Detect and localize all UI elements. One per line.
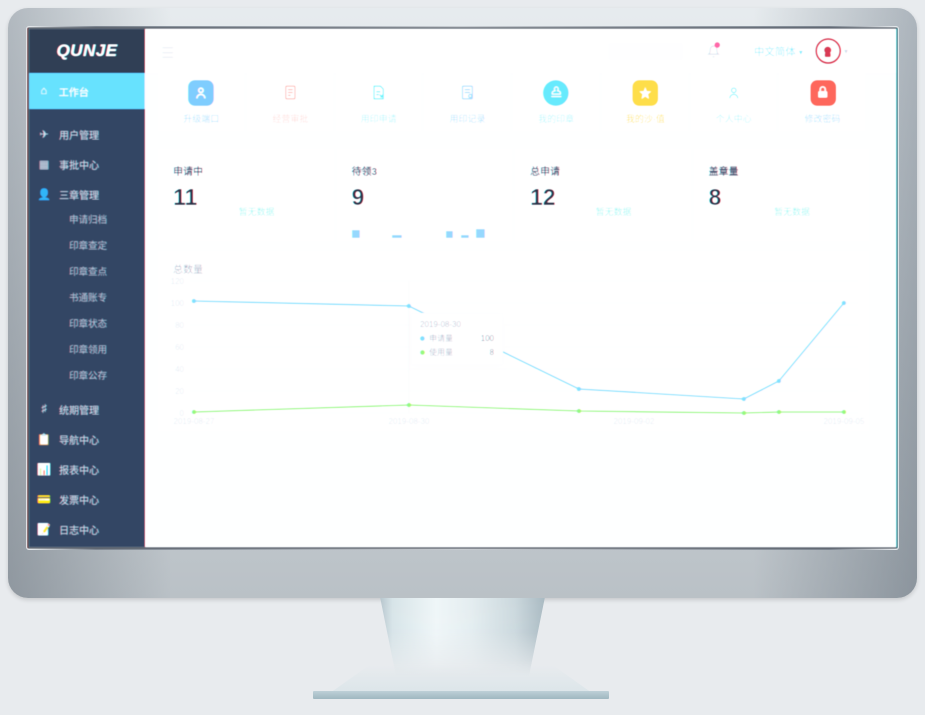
svg-text:2019-09-05: 2019-09-05 (824, 417, 865, 426)
svg-text:80: 80 (175, 321, 184, 330)
svg-text:2019-08-27: 2019-08-27 (174, 417, 215, 426)
svg-text:2019-09-02: 2019-09-02 (614, 417, 655, 426)
svg-text:2019-08-30: 2019-08-30 (389, 417, 430, 426)
svg-text:60: 60 (175, 343, 184, 352)
svg-text:100: 100 (171, 299, 185, 308)
svg-text:20: 20 (175, 387, 184, 396)
svg-text:120: 120 (171, 277, 185, 286)
svg-text:40: 40 (175, 365, 184, 374)
